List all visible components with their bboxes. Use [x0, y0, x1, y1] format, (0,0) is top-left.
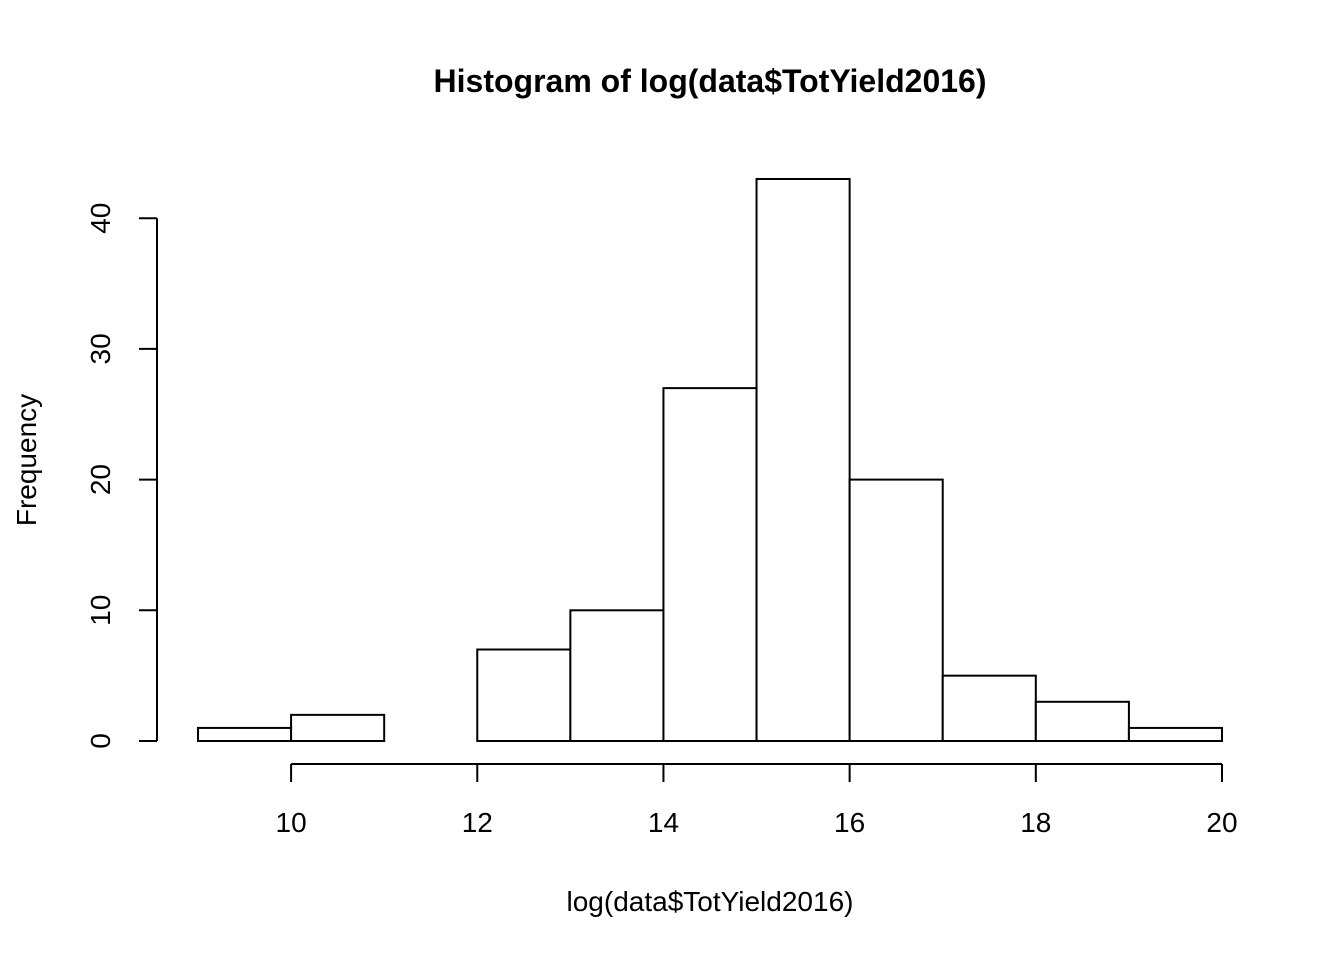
histogram-bar-15-16 [755, 178, 851, 742]
x-tick-label-10: 10 [276, 807, 307, 838]
x-axis-title: log(data$TotYield2016) [567, 886, 854, 917]
histogram-bar-12-13 [476, 648, 572, 743]
y-tick-label-20: 20 [85, 464, 116, 495]
y-axis-title: Frequency [11, 394, 42, 526]
y-tick-label-10: 10 [85, 595, 116, 626]
histogram-bar-13-14 [569, 609, 665, 742]
x-tick-label-20: 20 [1206, 807, 1237, 838]
histogram-bar-17-18 [941, 674, 1037, 743]
chart-title: Histogram of log(data$TotYield2016) [434, 63, 987, 99]
histogram-bar-9-10 [197, 726, 293, 743]
y-axis: 0 10 20 30 40 [85, 203, 158, 749]
histogram-bar-18-19 [1034, 700, 1130, 743]
histogram-bar-19-20 [1127, 726, 1223, 743]
histogram-bar-16-17 [848, 478, 944, 742]
y-tick-label-0: 0 [85, 733, 116, 749]
y-tick-label-40: 40 [85, 203, 116, 234]
x-tick-label-16: 16 [834, 807, 865, 838]
histogram-bar-10-11 [290, 713, 386, 743]
histogram-bar-14-15 [662, 387, 758, 742]
histogram-bars [197, 178, 1223, 743]
y-tick-label-30: 30 [85, 333, 116, 364]
x-axis: 10 12 14 16 18 20 [276, 763, 1238, 838]
x-tick-label-14: 14 [648, 807, 679, 838]
x-tick-label-18: 18 [1020, 807, 1051, 838]
x-tick-label-12: 12 [462, 807, 493, 838]
